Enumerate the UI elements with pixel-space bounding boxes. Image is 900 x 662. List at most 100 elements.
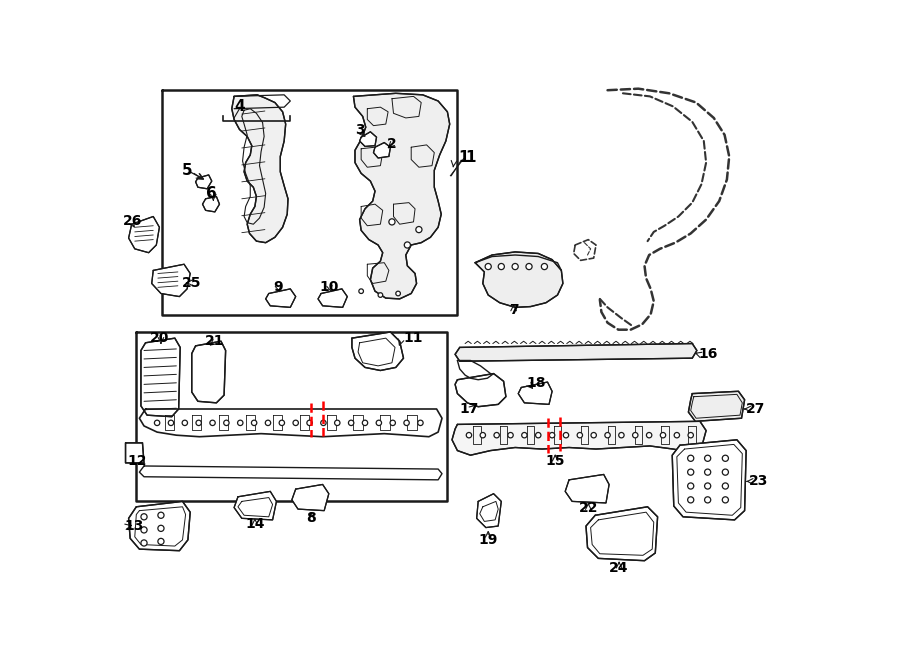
Text: 1: 1 — [465, 150, 475, 166]
Circle shape — [480, 432, 485, 438]
Text: 7: 7 — [508, 303, 518, 318]
Circle shape — [251, 420, 256, 426]
Circle shape — [210, 420, 215, 426]
Polygon shape — [152, 264, 190, 297]
Polygon shape — [318, 289, 347, 307]
Circle shape — [378, 293, 382, 297]
Circle shape — [577, 432, 582, 438]
Circle shape — [661, 432, 666, 438]
Text: 12: 12 — [127, 454, 147, 468]
Circle shape — [485, 263, 491, 269]
Polygon shape — [455, 344, 697, 361]
Circle shape — [307, 420, 312, 426]
Polygon shape — [125, 443, 144, 463]
Circle shape — [335, 420, 340, 426]
Circle shape — [320, 420, 326, 426]
Text: 24: 24 — [609, 561, 629, 575]
Polygon shape — [234, 491, 276, 520]
Polygon shape — [586, 507, 658, 561]
Text: 25: 25 — [182, 275, 202, 290]
Circle shape — [238, 420, 243, 426]
Circle shape — [605, 432, 610, 438]
Circle shape — [522, 432, 527, 438]
Circle shape — [182, 420, 187, 426]
Polygon shape — [518, 382, 552, 404]
Text: 8: 8 — [306, 511, 316, 526]
Circle shape — [705, 455, 711, 461]
Circle shape — [591, 432, 597, 438]
Text: 2: 2 — [387, 137, 397, 151]
Circle shape — [705, 496, 711, 503]
Circle shape — [688, 469, 694, 475]
Text: 1: 1 — [458, 150, 469, 166]
Polygon shape — [352, 332, 403, 371]
Circle shape — [549, 432, 554, 438]
Polygon shape — [292, 485, 328, 510]
Polygon shape — [688, 391, 744, 421]
Circle shape — [508, 432, 513, 438]
Circle shape — [141, 527, 147, 533]
Circle shape — [723, 496, 728, 503]
Circle shape — [633, 432, 638, 438]
Circle shape — [404, 420, 410, 426]
Text: 4: 4 — [234, 99, 245, 114]
Polygon shape — [374, 142, 391, 158]
Circle shape — [688, 432, 693, 438]
Circle shape — [359, 289, 364, 293]
Circle shape — [526, 263, 532, 269]
Circle shape — [266, 420, 271, 426]
Circle shape — [723, 469, 728, 475]
Circle shape — [618, 432, 624, 438]
Text: 9: 9 — [274, 280, 283, 295]
Text: 26: 26 — [122, 214, 142, 228]
Polygon shape — [195, 175, 212, 189]
Text: 16: 16 — [698, 347, 718, 361]
Circle shape — [512, 263, 518, 269]
Circle shape — [168, 420, 174, 426]
Circle shape — [536, 432, 541, 438]
Circle shape — [688, 483, 694, 489]
Circle shape — [416, 226, 422, 232]
Circle shape — [390, 420, 395, 426]
Circle shape — [141, 514, 147, 520]
Polygon shape — [354, 93, 450, 299]
Circle shape — [723, 455, 728, 461]
Text: 22: 22 — [579, 500, 598, 514]
Circle shape — [279, 420, 284, 426]
Text: 21: 21 — [205, 334, 225, 348]
Circle shape — [141, 540, 147, 546]
Circle shape — [646, 432, 652, 438]
Circle shape — [158, 512, 164, 518]
Circle shape — [563, 432, 569, 438]
Circle shape — [376, 420, 382, 426]
Text: 5: 5 — [182, 163, 193, 178]
Polygon shape — [129, 216, 159, 253]
Circle shape — [293, 420, 299, 426]
Text: 27: 27 — [746, 402, 766, 416]
Circle shape — [466, 432, 472, 438]
Text: 11: 11 — [403, 331, 423, 345]
Polygon shape — [475, 252, 562, 307]
Circle shape — [158, 525, 164, 532]
Circle shape — [723, 483, 728, 489]
Circle shape — [396, 291, 400, 296]
Circle shape — [674, 432, 680, 438]
Polygon shape — [266, 289, 296, 307]
Polygon shape — [672, 440, 746, 520]
Text: 19: 19 — [479, 533, 498, 547]
Circle shape — [688, 496, 694, 503]
Circle shape — [688, 455, 694, 461]
Circle shape — [418, 420, 423, 426]
Circle shape — [363, 420, 368, 426]
Circle shape — [196, 420, 202, 426]
Text: 15: 15 — [545, 454, 565, 468]
Text: 14: 14 — [245, 518, 265, 532]
Polygon shape — [360, 132, 376, 146]
Circle shape — [541, 263, 547, 269]
Text: 23: 23 — [749, 475, 769, 489]
Text: 3: 3 — [355, 123, 365, 137]
Text: 18: 18 — [526, 376, 546, 390]
Circle shape — [389, 219, 395, 225]
Polygon shape — [129, 501, 190, 551]
Polygon shape — [232, 95, 288, 243]
